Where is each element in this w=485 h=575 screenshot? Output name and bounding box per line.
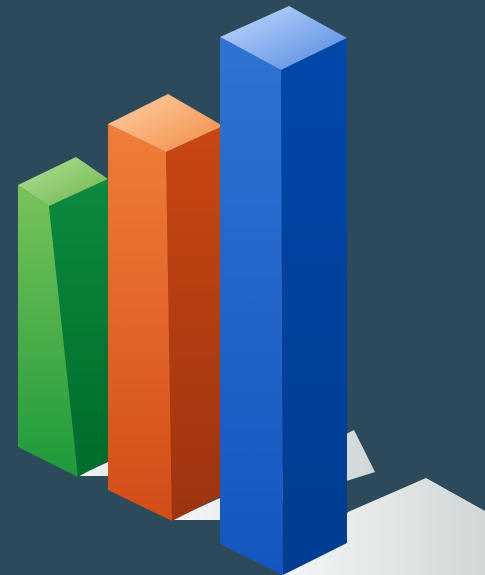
green-bar xyxy=(18,157,108,477)
green-bar-side xyxy=(49,179,108,477)
orange-bar-front xyxy=(108,124,172,521)
blue-bar-shadow xyxy=(282,478,485,575)
green-bar-top xyxy=(18,157,108,206)
blue-bar-side xyxy=(281,38,347,575)
orange-bar-top xyxy=(108,94,223,152)
blue-bar-front xyxy=(220,37,283,575)
green-bar-front xyxy=(18,185,78,477)
blue-bar xyxy=(220,6,347,575)
orange-bar-side xyxy=(166,126,223,521)
blue-bar-top xyxy=(220,6,347,70)
orange-bar xyxy=(108,94,223,521)
